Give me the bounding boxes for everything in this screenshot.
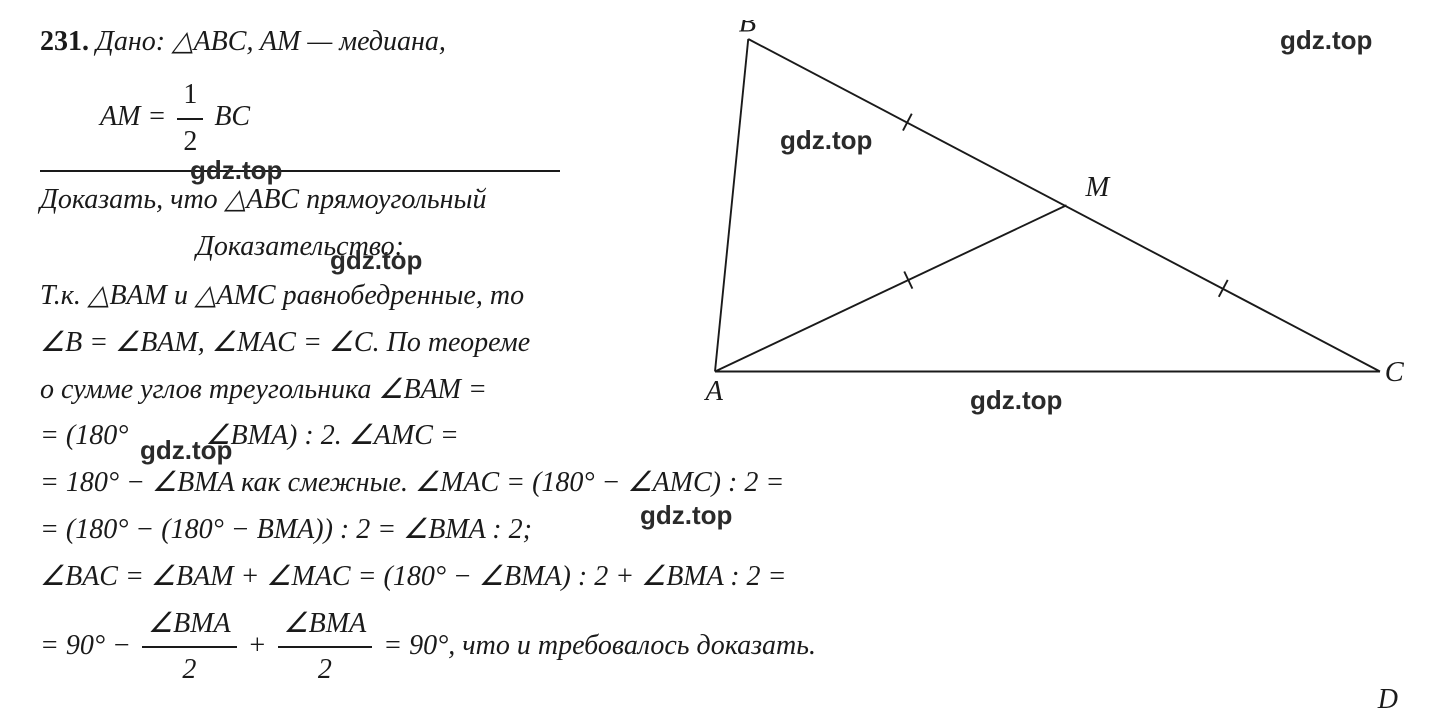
triangle-diagram: A B C M	[648, 20, 1428, 400]
prove-line: Доказать, что △ABC прямоугольный	[40, 178, 600, 223]
watermark-4: gdz.top	[330, 240, 422, 282]
proof-line-1: Т.к. △BAM и △AMC равнобедренные, то	[40, 274, 600, 319]
watermark-2: gdz.top	[780, 120, 872, 162]
given-equation: AM = 1 2 BC	[40, 73, 560, 173]
proof-line-8: = 90° − ∠BMA 2 + ∠BMA 2 = 90°, что и тре…	[40, 602, 1408, 694]
proof-line-4a: = (180°	[40, 420, 128, 451]
frac3-den: 2	[278, 648, 373, 693]
proof-line-7: ∠BAC = ∠BAM + ∠MAC = (180° − ∠BMA) : 2 +…	[40, 555, 1408, 600]
proof-line-8a: = 90° −	[40, 630, 131, 661]
proof-line-8b: +	[248, 630, 267, 661]
watermark-5: gdz.top	[970, 380, 1062, 422]
watermark-1: gdz.top	[1280, 20, 1372, 62]
svg-text:M: M	[1085, 172, 1112, 203]
problem-number: 231.	[40, 26, 89, 57]
frac2-den: 2	[142, 648, 237, 693]
proof-line-3: о сумме углов треугольника ∠BAM =	[40, 368, 600, 413]
bc-text: BC	[214, 101, 250, 132]
given-label: Дано:	[96, 26, 165, 57]
frac3-num: ∠BMA	[278, 602, 373, 649]
frac2-num: ∠BMA	[142, 602, 237, 649]
given-text: △ABC, AM — медиана,	[172, 26, 446, 57]
svg-text:C: C	[1385, 357, 1405, 388]
am-equals: AM =	[100, 101, 166, 132]
watermark-6: gdz.top	[140, 430, 232, 472]
watermark-3: gdz.top	[190, 150, 282, 192]
svg-text:B: B	[739, 20, 756, 38]
proof-line-2: ∠B = ∠BAM, ∠MAC = ∠C. По теореме	[40, 321, 600, 366]
proof-line-8c: = 90°, что и требовалось доказать.	[383, 630, 816, 661]
fraction-bma-2: ∠BMA 2	[278, 602, 373, 694]
proof-title: Доказательство:	[40, 225, 560, 270]
tail-d: D	[1378, 678, 1398, 723]
proof-line-4: = (180° ∠BMA) : 2. ∠AMC =	[40, 414, 600, 459]
frac-num: 1	[177, 73, 203, 120]
watermark-7: gdz.top	[640, 495, 732, 537]
proof-line-4b: ∠BMA) : 2. ∠AMC =	[205, 420, 458, 451]
fraction-bma-1: ∠BMA 2	[142, 602, 237, 694]
svg-text:A: A	[704, 376, 724, 400]
